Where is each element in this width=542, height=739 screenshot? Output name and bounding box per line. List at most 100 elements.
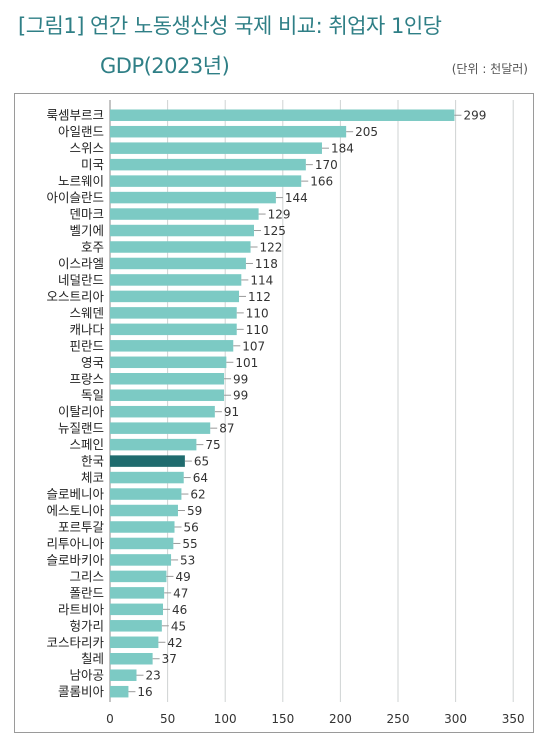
bar: [110, 191, 276, 204]
bar: [110, 389, 225, 401]
bar: [110, 290, 240, 303]
category-label: 슬로바키아: [46, 552, 104, 567]
category-label: 라트비아: [58, 602, 105, 617]
unit-label: (단위 : 천달러): [451, 62, 528, 76]
x-tick-label: 300: [444, 712, 467, 726]
bar: [110, 422, 211, 434]
value-label: 184: [331, 142, 354, 156]
bar: [110, 488, 182, 500]
bar: [110, 405, 215, 418]
bar: [110, 471, 184, 484]
value-label: 112: [248, 290, 271, 304]
x-tick-label: 0: [106, 712, 114, 726]
value-label: 64: [193, 471, 208, 485]
x-tick-label: 350: [502, 712, 525, 726]
chart-title-line2: GDP(2023년): [100, 54, 230, 78]
category-label: 코스타리카: [46, 635, 104, 650]
value-label: 55: [182, 537, 197, 551]
category-label: 이스라엘: [58, 256, 104, 271]
value-label: 91: [224, 405, 239, 419]
bar: [110, 620, 162, 632]
value-label: 166: [310, 175, 333, 189]
value-label: 49: [175, 570, 190, 584]
category-labels: 룩셈부르크아일랜드스위스미국노르웨이아이슬란드덴마크벨기에호주이스라엘네덜란드오…: [46, 108, 104, 699]
category-label: 에스토니아: [46, 503, 104, 518]
value-label: 45: [171, 619, 186, 633]
category-label: 벨기에: [69, 223, 104, 238]
bar: [110, 554, 172, 566]
category-label: 스위스: [69, 141, 104, 156]
category-label: 프랑스: [69, 371, 104, 386]
value-label: 144: [285, 191, 308, 205]
bar: [110, 109, 455, 121]
value-label: 23: [145, 669, 160, 683]
x-tick-label: 100: [214, 712, 237, 726]
bar: [110, 257, 246, 270]
bar: [110, 241, 251, 253]
category-label: 호주: [81, 239, 104, 254]
bar: [110, 158, 306, 171]
value-label: 170: [315, 158, 338, 172]
bar: [110, 125, 347, 138]
value-label: 99: [233, 389, 248, 403]
category-label: 덴마크: [69, 207, 104, 222]
bar: [110, 438, 197, 451]
value-label: 101: [235, 356, 258, 370]
category-label: 캐나다: [69, 322, 104, 337]
category-label: 그리스: [69, 569, 104, 584]
category-label: 리투아니아: [46, 536, 104, 551]
category-label: 네덜란드: [58, 272, 104, 287]
grid-lines: [109, 100, 514, 702]
category-label: 핀란드: [69, 338, 104, 353]
x-tick-label: 200: [329, 712, 352, 726]
bar: [110, 224, 254, 237]
x-tick-label: 50: [160, 712, 175, 726]
chart-title: [그림1] 연간 노동생산성 국제 비교: 취업자 1인당: [18, 14, 442, 38]
bar: [110, 274, 242, 286]
category-label: 슬로베니아: [46, 487, 104, 502]
category-label: 체코: [81, 470, 104, 485]
value-label: 75: [205, 438, 220, 452]
category-label: 영국: [81, 355, 104, 370]
value-label: 53: [180, 553, 195, 567]
value-label: 205: [355, 125, 378, 139]
value-label: 110: [246, 323, 269, 337]
value-label: 59: [187, 504, 202, 518]
bar: [110, 340, 234, 352]
category-label: 룩셈부르크: [46, 108, 104, 123]
value-label: 65: [194, 455, 209, 469]
value-label: 125: [263, 224, 286, 238]
value-label: 42: [167, 636, 182, 650]
value-label: 37: [162, 652, 177, 666]
category-label: 스웨덴: [69, 305, 104, 320]
category-label: 오스트리아: [46, 289, 104, 304]
chart-frame: [14, 93, 534, 733]
bar: [110, 537, 174, 550]
category-label: 콜롬비아: [58, 684, 105, 699]
category-label: 포르투갈: [58, 519, 105, 534]
category-label: 아이슬란드: [46, 190, 104, 205]
bar: [110, 373, 225, 385]
value-label: 107: [242, 339, 265, 353]
value-label: 16: [137, 685, 152, 699]
bar: [110, 356, 227, 369]
category-label: 아일랜드: [58, 124, 104, 139]
bar: [110, 208, 259, 220]
category-label: 이탈리아: [58, 404, 105, 419]
category-label: 독일: [81, 388, 104, 403]
bar: [110, 323, 237, 336]
category-label: 칠레: [81, 651, 104, 666]
x-tick-label: 150: [271, 712, 294, 726]
bar: [110, 570, 167, 583]
x-tick-label: 250: [387, 712, 410, 726]
category-label: 폴란드: [69, 585, 104, 600]
bar: [110, 142, 322, 154]
value-label: 299: [463, 109, 486, 123]
value-label: 47: [173, 586, 188, 600]
value-label: 118: [255, 257, 278, 271]
value-label: 62: [190, 488, 205, 502]
bar: [110, 669, 137, 681]
value-label: 129: [268, 208, 291, 222]
